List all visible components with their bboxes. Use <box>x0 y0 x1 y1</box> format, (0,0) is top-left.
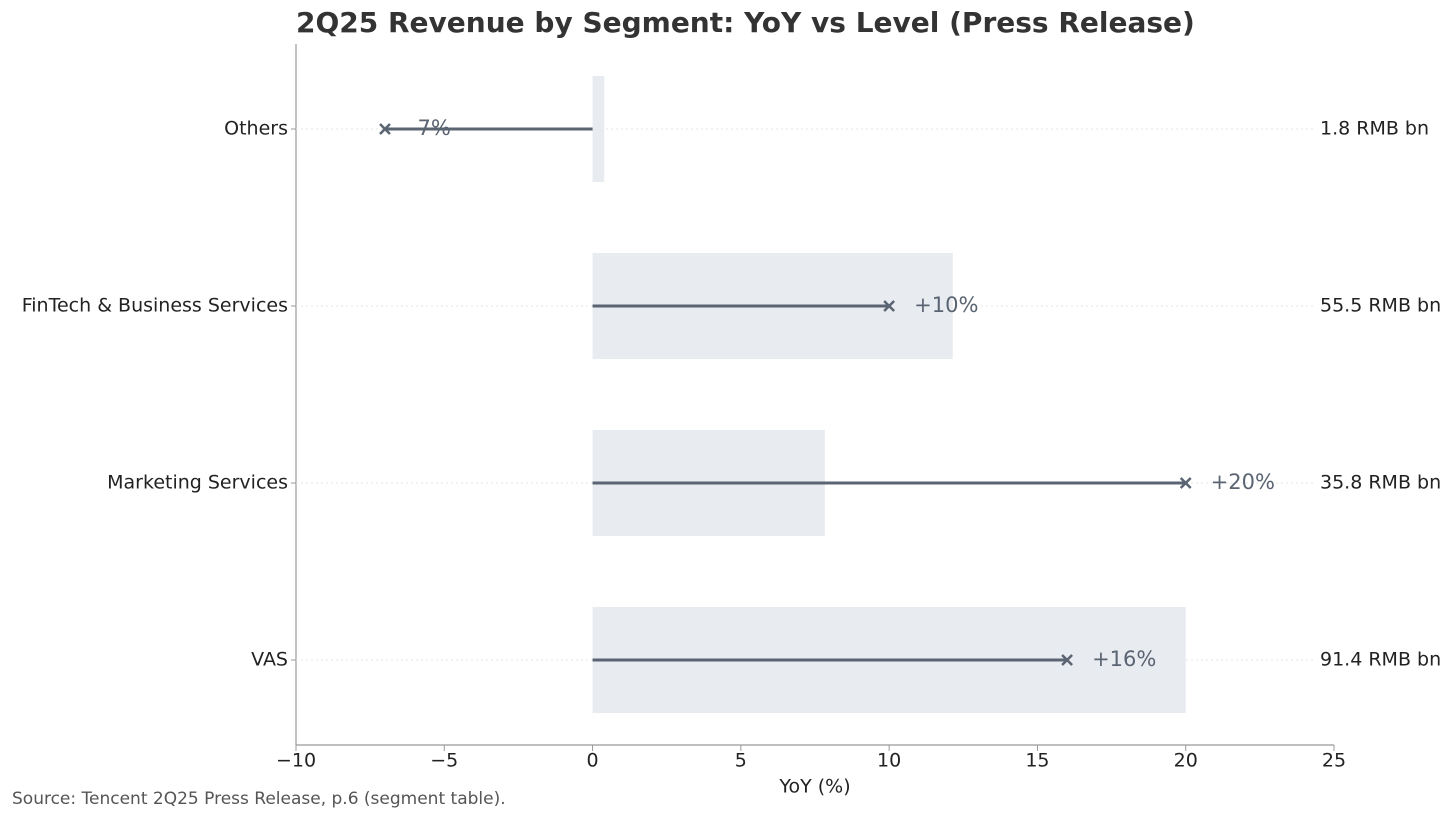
x-tick-label: 25 <box>1322 750 1346 772</box>
x-tick-label: 10 <box>877 750 901 772</box>
level-label: 1.8 RMB bn <box>1320 118 1429 140</box>
yoy-marker <box>883 300 896 312</box>
yoy-marker <box>1061 654 1073 666</box>
value-label: +10% <box>914 293 978 317</box>
y-tick-label: VAS <box>251 649 288 671</box>
level-label: 55.5 RMB bn <box>1320 295 1441 317</box>
value-label: -7% <box>410 116 451 140</box>
y-tick-label: Marketing Services <box>107 472 288 494</box>
x-tick-label: 20 <box>1174 750 1198 772</box>
x-tick-label: 5 <box>735 750 747 772</box>
level-bar <box>592 76 605 182</box>
x-tick-label: 0 <box>587 750 599 772</box>
level-label: 91.4 RMB bn <box>1320 649 1441 671</box>
yoy-marker <box>379 123 391 135</box>
level-label: 35.8 RMB bn <box>1320 472 1441 494</box>
x-tick-label: 15 <box>1025 750 1049 772</box>
x-tick-label: −5 <box>430 750 458 772</box>
x-tick-label: −10 <box>276 750 316 772</box>
value-label: +20% <box>1211 470 1275 494</box>
x-axis-label: YoY (%) <box>778 776 850 798</box>
y-tick-label: FinTech & Business Services <box>22 295 288 317</box>
source-note: Source: Tencent 2Q25 Press Release, p.6 … <box>12 789 506 809</box>
y-tick-label: Others <box>224 118 288 140</box>
value-label: +16% <box>1092 647 1156 671</box>
chart-title: 2Q25 Revenue by Segment: YoY vs Level (P… <box>296 6 1195 39</box>
yoy-marker <box>1179 477 1192 489</box>
